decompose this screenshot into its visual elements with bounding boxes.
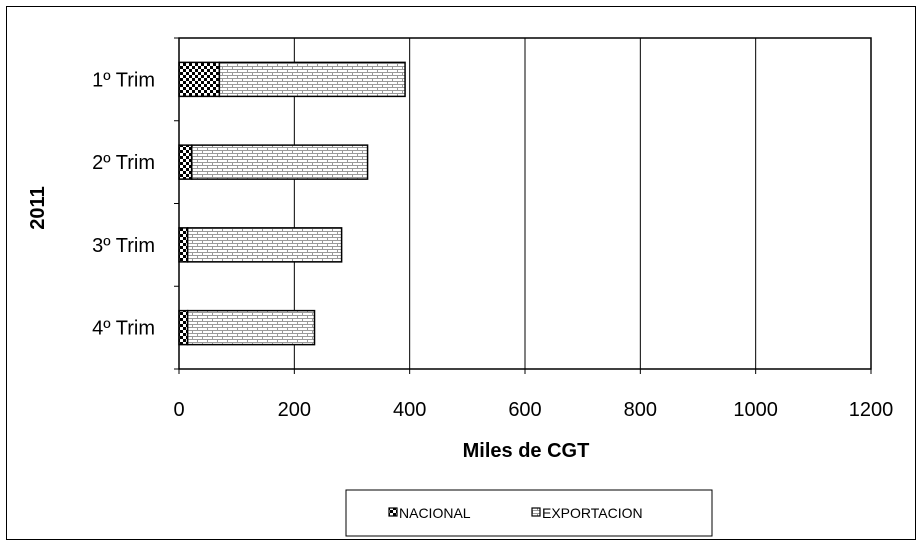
x-tick-label-1000: 1000 xyxy=(733,399,778,421)
group-axis-label: 2011 xyxy=(27,186,49,229)
x-tick-label-0: 0 xyxy=(173,399,184,421)
bar-nacional-4 xyxy=(178,309,189,346)
bar-exportacion-3 xyxy=(186,227,343,263)
y-category-label-2: 2º Trim xyxy=(92,152,155,174)
legend: NACIONAL EXPORTACION xyxy=(345,489,713,537)
x-tick-label-600: 600 xyxy=(508,399,541,421)
y-category-label-3: 3º Trim xyxy=(92,235,155,257)
legend-swatch-nacional xyxy=(388,507,398,517)
x-axis-title: Miles de CGT xyxy=(463,440,590,462)
bar-nacional-3 xyxy=(178,227,189,263)
bar-nacional-1 xyxy=(178,61,221,98)
y-category-label-1: 1º Trim xyxy=(92,69,155,91)
legend-label-nacional: NACIONAL xyxy=(399,505,471,521)
bar-exportacion-4 xyxy=(186,309,316,346)
legend-box xyxy=(345,489,713,537)
bar-exportacion-1 xyxy=(218,61,406,98)
x-tick-label-800: 800 xyxy=(624,399,657,421)
chart-frame xyxy=(6,6,916,540)
x-tick-label-400: 400 xyxy=(393,399,426,421)
bar-nacional-2 xyxy=(178,144,193,180)
legend-swatch-exportacion xyxy=(531,507,541,517)
x-tick-label-1200: 1200 xyxy=(849,399,894,421)
x-tick-label-200: 200 xyxy=(278,399,311,421)
bar-exportacion-2 xyxy=(190,144,369,180)
legend-label-exportacion: EXPORTACION xyxy=(542,505,643,521)
y-category-label-4: 4º Trim xyxy=(92,318,155,340)
